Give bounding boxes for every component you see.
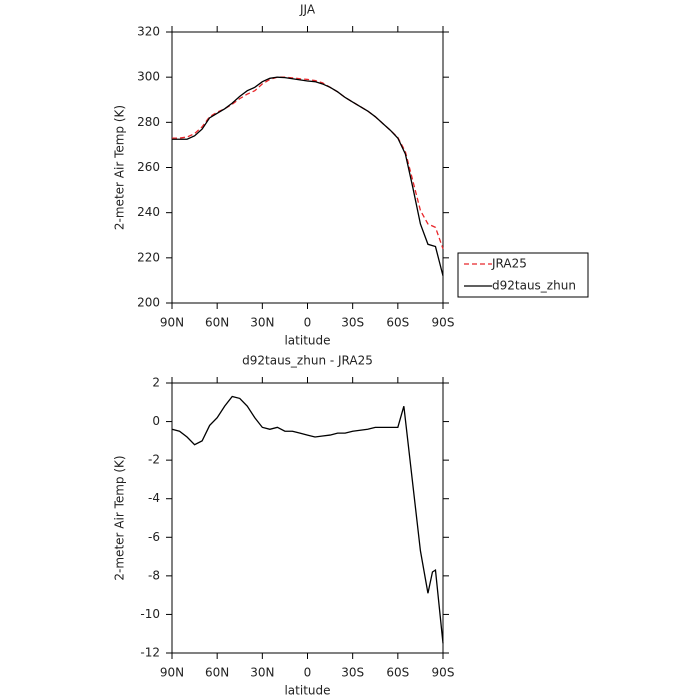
x-tick-label: 30N (250, 316, 274, 330)
y-tick-label: -12 (140, 646, 160, 660)
y-tick-label: 240 (137, 205, 160, 219)
data-line (171, 395, 444, 644)
y-tick-label: 2 (152, 376, 160, 390)
legend-label: d92taus_zhun (492, 279, 576, 293)
legend-box (457, 252, 589, 298)
y-tick-label: -10 (140, 607, 160, 621)
data-line (172, 76, 444, 250)
x-tick-label: 60S (386, 316, 409, 330)
y-tick-label: 320 (137, 25, 160, 39)
x-axis-label: latitude (284, 684, 330, 698)
y-tick-label: -4 (148, 491, 160, 505)
x-tick-label: 90N (160, 316, 184, 330)
x-tick-label: 30S (341, 666, 364, 680)
y-tick-label: -2 (148, 453, 160, 467)
data-line (172, 76, 444, 277)
x-axis-label: latitude (284, 334, 330, 348)
plot-frame (171, 31, 444, 304)
y-axis-label: 2-meter Air Temp (K) (113, 105, 127, 230)
y-tick-label: 300 (137, 70, 160, 84)
x-tick-label: 0 (304, 666, 312, 680)
y-axis-label: 2-meter Air Temp (K) (113, 455, 127, 580)
x-tick-label: 60N (205, 316, 229, 330)
x-tick-label: 90S (432, 666, 455, 680)
y-tick-label: 260 (137, 160, 160, 174)
x-tick-label: 90S (432, 316, 455, 330)
legend-label: JRA25 (491, 257, 527, 271)
x-tick-label: 60S (386, 666, 409, 680)
y-tick-label: -8 (148, 568, 160, 582)
x-tick-label: 60N (205, 666, 229, 680)
plot-frame (171, 382, 444, 654)
y-tick-label: 280 (137, 115, 160, 129)
y-tick-label: -6 (148, 530, 160, 544)
x-tick-label: 90N (160, 666, 184, 680)
y-tick-label: 200 (137, 296, 160, 310)
chart-title: d92taus_zhun - JRA25 (242, 354, 373, 368)
y-tick-label: 220 (137, 250, 160, 264)
y-tick-label: 0 (152, 414, 160, 428)
x-tick-label: 30N (250, 666, 274, 680)
chart-title: JJA (299, 3, 316, 17)
x-tick-label: 0 (304, 316, 312, 330)
x-tick-label: 30S (341, 316, 364, 330)
